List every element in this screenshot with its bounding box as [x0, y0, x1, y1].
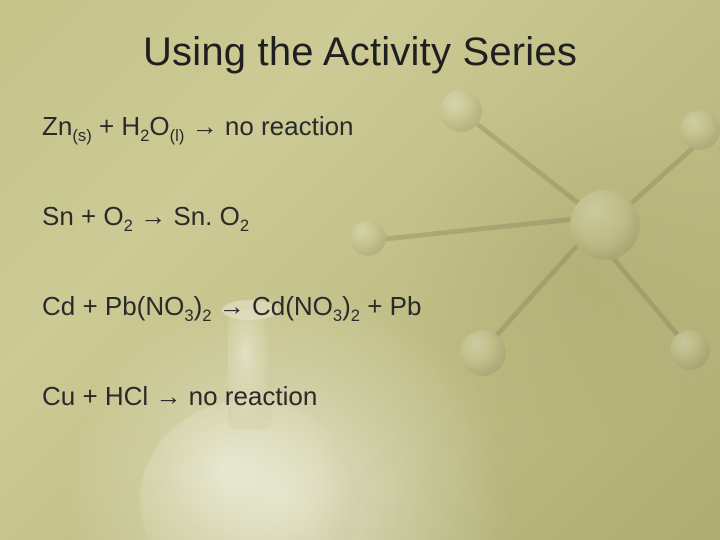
equation-line: Cu + HCl → no reaction: [42, 382, 678, 412]
equation-line: Zn(s) + H2O(l) → no reaction: [42, 112, 678, 142]
arrow-icon: →: [155, 381, 181, 411]
arrow-icon: →: [192, 111, 218, 141]
slide: Using the Activity Series Zn(s) + H2O(l)…: [0, 0, 720, 540]
equation-line: Sn + O2 → Sn. O2: [42, 202, 678, 232]
arrow-icon: →: [219, 291, 245, 321]
equation-line: Cd + Pb(NO3)2 → Cd(NO3)2 + Pb: [42, 292, 678, 322]
slide-title: Using the Activity Series: [0, 30, 720, 75]
arrow-icon: →: [140, 201, 166, 231]
slide-body: Zn(s) + H2O(l) → no reaction Sn + O2 → Sn…: [42, 112, 678, 412]
